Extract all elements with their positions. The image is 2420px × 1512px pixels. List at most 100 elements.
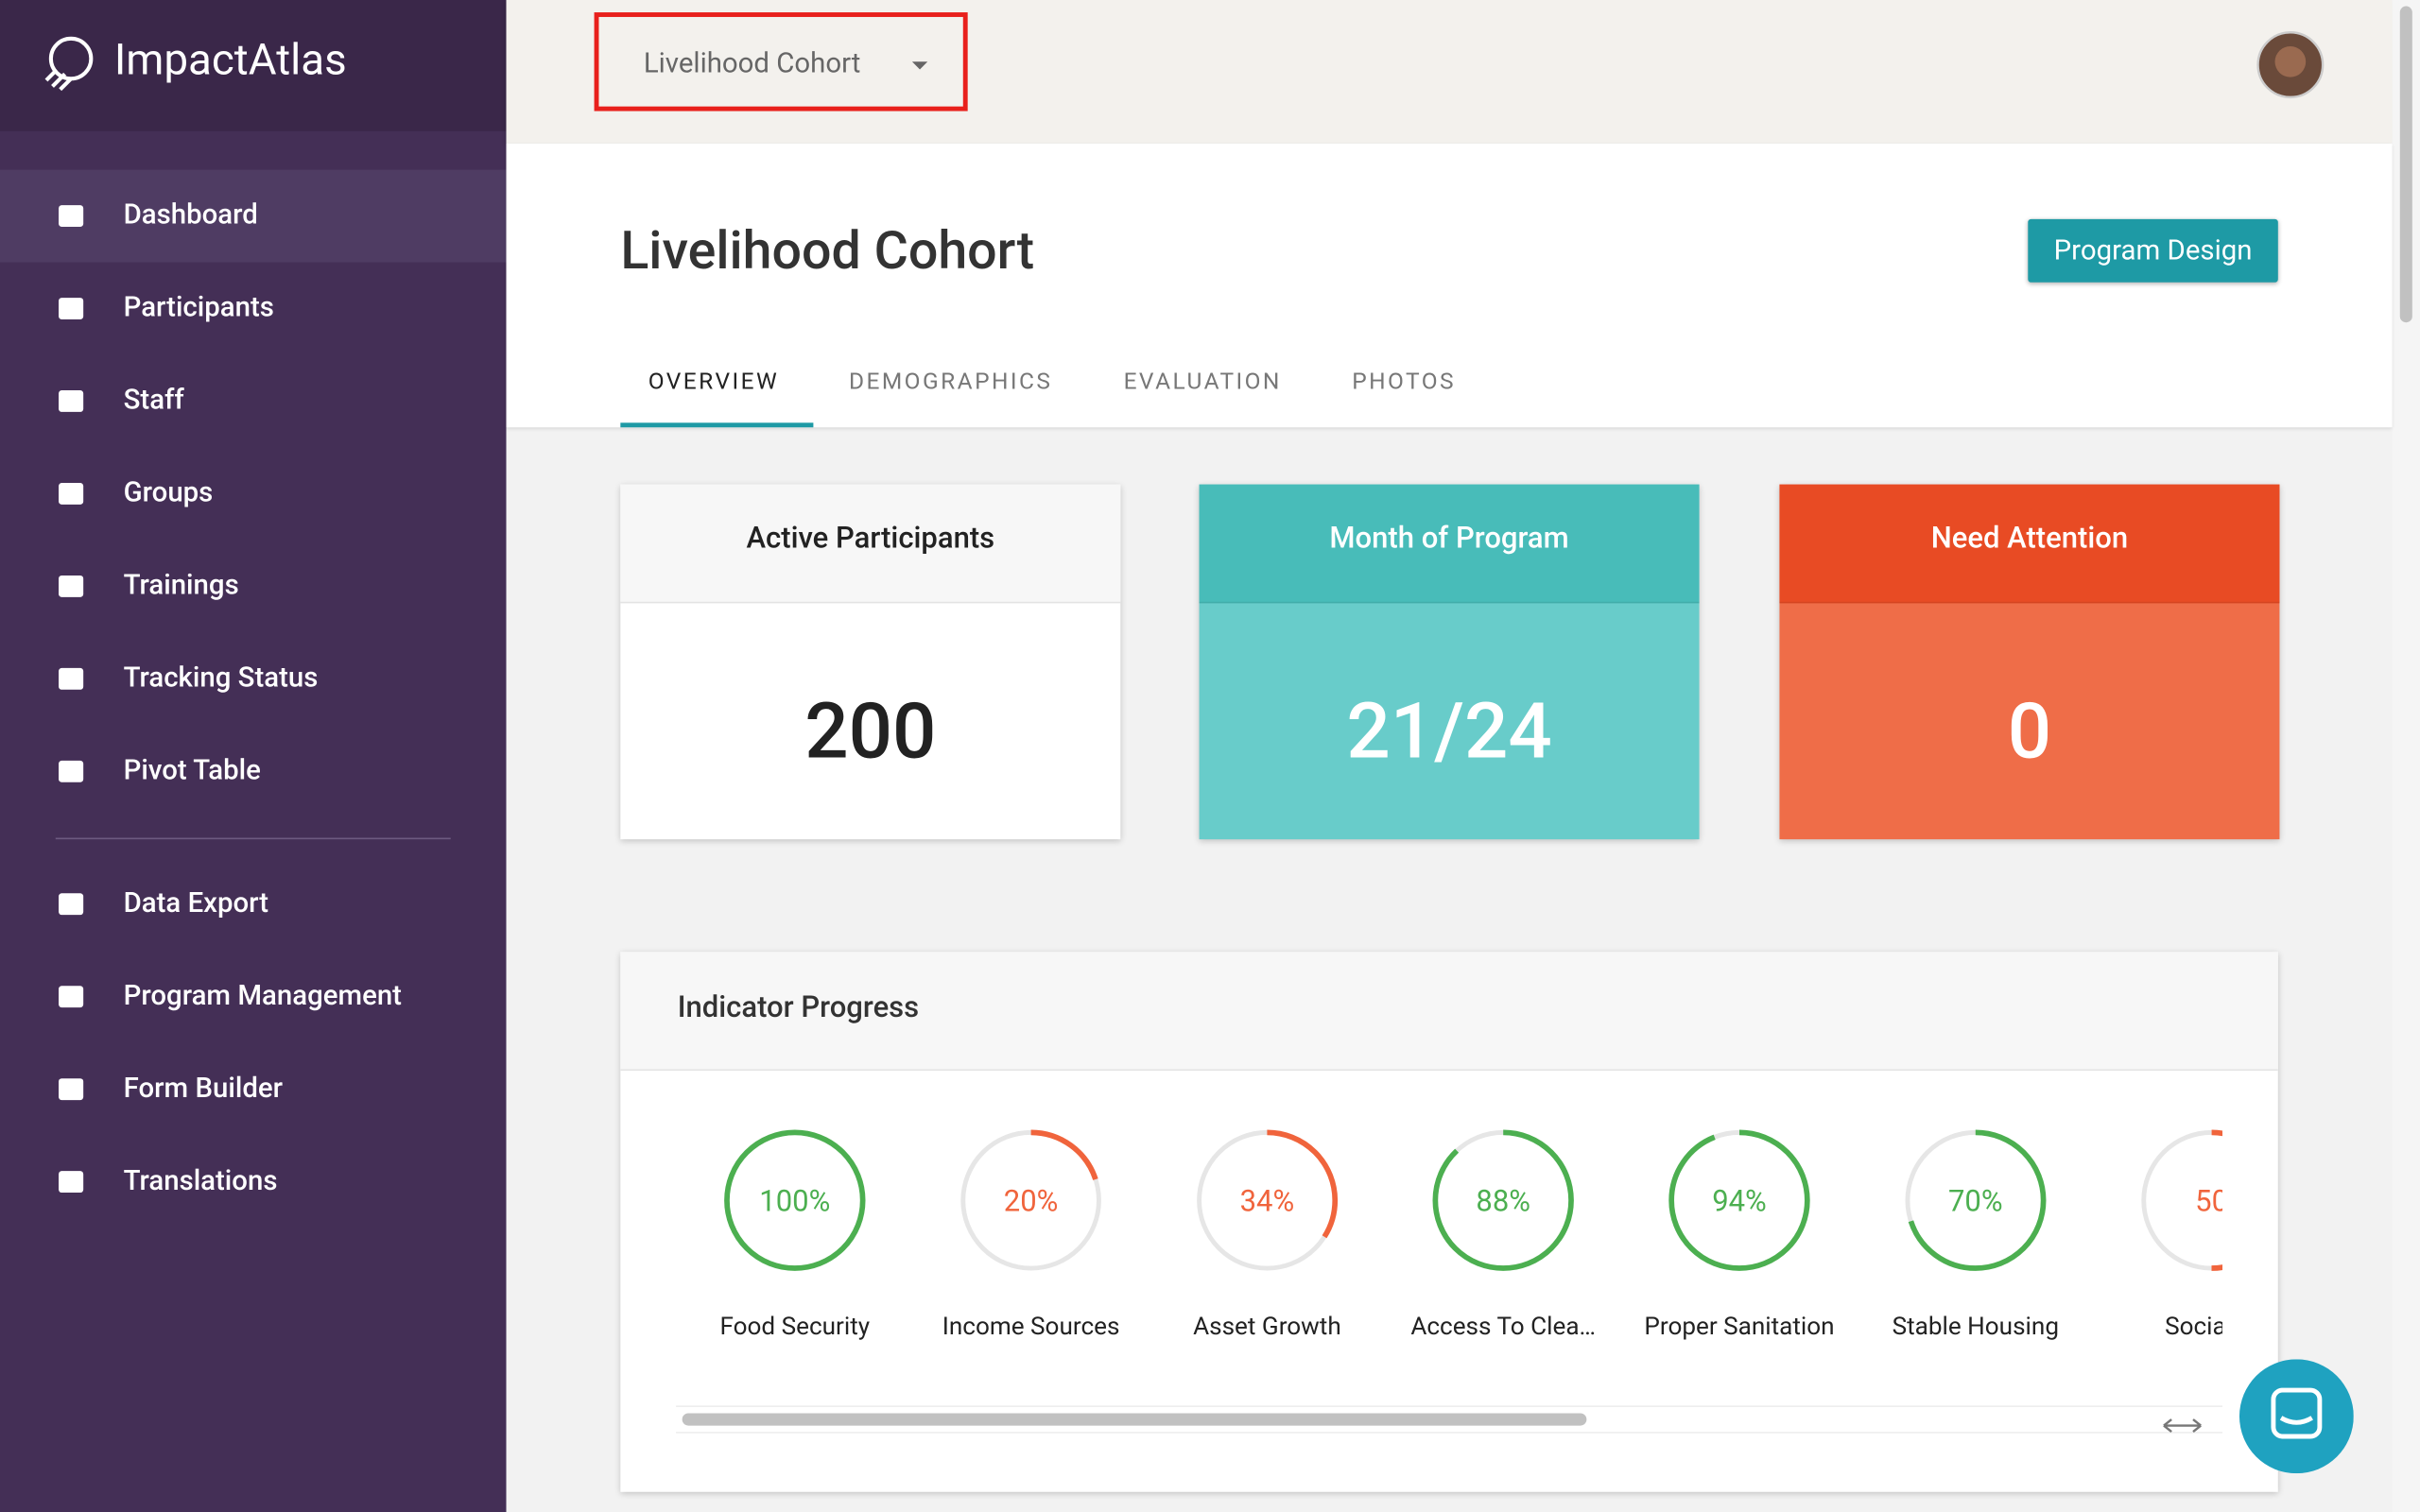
nav-label: Tracking Status bbox=[123, 662, 319, 695]
scroll-arrows bbox=[2163, 1418, 2202, 1434]
icon-shape bbox=[59, 483, 84, 505]
nav-icon bbox=[59, 1171, 84, 1194]
indicator-panel: Indicator Progress 100% Food Security 20% I… bbox=[620, 952, 2278, 1492]
gauge-value: 70% bbox=[1948, 1184, 2003, 1219]
gauge-label: Food Security bbox=[719, 1313, 870, 1341]
gauge-label: Asset Growth bbox=[1193, 1313, 1341, 1341]
nav-item[interactable]: Participants bbox=[0, 263, 507, 355]
nav-label: Program Management bbox=[123, 979, 402, 1013]
gauge-arc bbox=[1432, 1129, 1574, 1271]
nav-icon bbox=[59, 667, 84, 690]
dropdown-label: Livelihood Cohort bbox=[643, 47, 861, 80]
gauge-value: 50 bbox=[2195, 1184, 2222, 1219]
nav-item[interactable]: Tracking Status bbox=[0, 632, 507, 725]
page-title: Livelihood Cohort bbox=[620, 220, 1035, 283]
tab-underline bbox=[620, 422, 814, 428]
nav-item[interactable]: Groups bbox=[0, 447, 507, 540]
tab[interactable]: DEMOGRAPHICS bbox=[848, 367, 1053, 395]
nav-item[interactable]: Program Management bbox=[0, 951, 507, 1043]
icon-shape bbox=[59, 760, 84, 782]
nav-label: Form Builder bbox=[123, 1072, 284, 1105]
stat-card: Month of Program 21/24 bbox=[1199, 484, 1700, 840]
card-value: 0 bbox=[2007, 688, 2052, 778]
tab[interactable]: OVERVIEW bbox=[648, 367, 780, 395]
stat-card: Active Participants 200 bbox=[620, 484, 1121, 840]
icon-shape bbox=[59, 893, 84, 916]
sidebar: ImpactAtlas Dashboard Participants Staff Gr… bbox=[0, 0, 507, 1512]
nav-label: Translations bbox=[123, 1164, 278, 1197]
nav-label: Groups bbox=[123, 476, 214, 509]
nav-item[interactable]: Translations bbox=[0, 1136, 507, 1228]
nav-item[interactable]: Data Export bbox=[0, 858, 507, 951]
gauge-label: Proper Sanitation bbox=[1644, 1313, 1834, 1341]
icon-shape bbox=[59, 205, 84, 227]
nav-icon bbox=[59, 893, 84, 916]
h-scroll-thumb[interactable] bbox=[682, 1413, 1587, 1426]
indicator-gauges: 100% Food Security 20% Income Sources 34% Ass… bbox=[719, 1129, 2223, 1341]
h-scrollbar bbox=[676, 1405, 2223, 1434]
scrollbar bbox=[2392, 0, 2420, 1512]
tab[interactable]: EVALUATION bbox=[1123, 367, 1282, 395]
gauge-arc bbox=[959, 1129, 1102, 1271]
card-value: 200 bbox=[804, 688, 937, 778]
logo bbox=[44, 36, 94, 92]
gauge-value: 34% bbox=[1240, 1184, 1295, 1219]
nav-icon bbox=[59, 986, 84, 1008]
panel-title: Indicator Progress bbox=[677, 988, 920, 1025]
nav-item[interactable]: Staff bbox=[0, 355, 507, 448]
icon-shape bbox=[59, 575, 84, 597]
gauge-value: 94% bbox=[1712, 1184, 1767, 1219]
card-title: Month of Program bbox=[1199, 484, 1700, 604]
nav-label: Data Export bbox=[123, 886, 269, 920]
divider bbox=[55, 837, 451, 840]
top-bar: Livelihood Cohort bbox=[506, 0, 2393, 144]
chat-button[interactable] bbox=[2238, 1359, 2354, 1474]
panel-header bbox=[620, 952, 2278, 1072]
stat-card: Need Attention 0 bbox=[1779, 484, 2280, 840]
gauge-arc bbox=[1196, 1129, 1339, 1271]
nav-icon bbox=[59, 575, 84, 597]
nav-item[interactable]: Dashboard bbox=[0, 169, 507, 263]
nav-item[interactable]: Trainings bbox=[0, 540, 507, 632]
nav-icon bbox=[59, 205, 84, 227]
icon-shape bbox=[59, 986, 84, 1008]
avatar[interactable] bbox=[2256, 31, 2325, 99]
icon-shape bbox=[59, 1078, 84, 1101]
tab[interactable]: PHOTOS bbox=[1352, 367, 1457, 395]
gauge-label: Access To Clea… bbox=[1410, 1313, 1596, 1341]
page-header: Livelihood Cohort Program Design OVERVIE… bbox=[506, 143, 2393, 428]
program-design-button[interactable]: Program Design bbox=[2028, 218, 2278, 283]
cohort-dropdown[interactable]: Livelihood Cohort bbox=[594, 12, 968, 112]
nav-item[interactable]: Form Builder bbox=[0, 1043, 507, 1136]
card-value: 21/24 bbox=[1346, 688, 1552, 778]
nav-icon bbox=[59, 483, 84, 505]
gauge-arc bbox=[2140, 1129, 2223, 1271]
nav-icon bbox=[59, 390, 84, 412]
gauge-arc bbox=[1668, 1129, 1810, 1271]
nav-icon bbox=[59, 1078, 84, 1101]
gauge-value: 100% bbox=[759, 1184, 830, 1219]
icon-shape bbox=[59, 298, 84, 319]
gauge-arc bbox=[1905, 1129, 2047, 1271]
brand-name: ImpactAtlas bbox=[113, 33, 347, 85]
nav-label: Participants bbox=[123, 291, 274, 324]
nav-label: Pivot Table bbox=[123, 754, 261, 787]
caret bbox=[911, 61, 928, 70]
brand-bar: ImpactAtlas bbox=[0, 0, 507, 131]
gauge-label: Social In bbox=[2165, 1313, 2222, 1341]
scroll-thumb[interactable] bbox=[2399, 6, 2412, 323]
gauge-label: Income Sources bbox=[942, 1313, 1120, 1341]
nav-icon bbox=[59, 760, 84, 782]
nav-label: Staff bbox=[123, 384, 184, 417]
nav-item[interactable]: Pivot Table bbox=[0, 725, 507, 817]
nav-label: Dashboard bbox=[123, 198, 258, 232]
gauge-label: Stable Housing bbox=[1893, 1313, 2059, 1341]
nav-label: Trainings bbox=[123, 569, 239, 602]
gauge-value: 20% bbox=[1004, 1184, 1059, 1219]
gauge-value: 88% bbox=[1476, 1184, 1530, 1219]
icon-shape bbox=[59, 1171, 84, 1194]
gauge-arc bbox=[724, 1129, 866, 1271]
card-title: Active Participants bbox=[620, 484, 1121, 604]
